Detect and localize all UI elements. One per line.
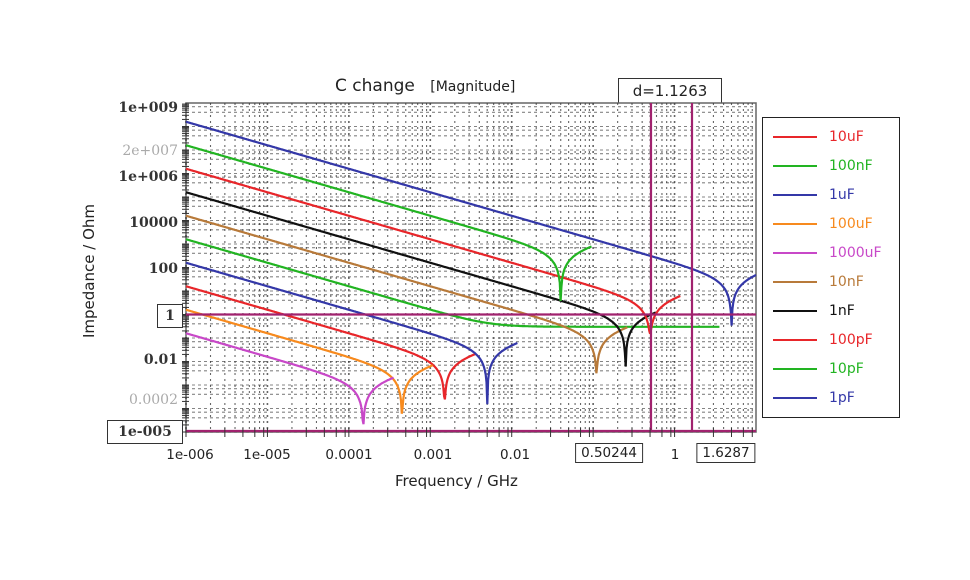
- y-cursor-readout: 1e-005: [107, 420, 183, 444]
- x-tick-label: 1e-006: [166, 447, 214, 463]
- series-line-1pF: [185, 120, 757, 326]
- legend-item[interactable]: 100uF: [773, 214, 873, 234]
- legend-swatch: [773, 338, 817, 342]
- legend-item[interactable]: 1nF: [773, 301, 855, 321]
- legend: 10uF 100nF 1uF 100uF 1000uF 10nF 1nF 100…: [762, 117, 900, 418]
- legend-label: 1pF: [829, 390, 855, 406]
- legend-swatch: [773, 280, 817, 284]
- legend-label: 100pF: [829, 332, 873, 348]
- series-line-10nF: [185, 214, 628, 374]
- legend-label: 10nF: [829, 274, 864, 290]
- y-tick-label: 0.0002: [129, 392, 178, 408]
- legend-swatch: [773, 367, 817, 371]
- y-tick-label: 100: [148, 261, 178, 277]
- y-cursor-readout: 1: [157, 304, 183, 328]
- x-tick-label: 1e-005: [243, 447, 291, 463]
- x-tick-label: 0.0001: [325, 447, 373, 463]
- series-line-1uF: [185, 261, 518, 405]
- x-tick-label: 0.01: [499, 447, 531, 463]
- y-tick-label: 10000: [129, 215, 178, 231]
- chart-subtitle: [Magnitude]: [430, 79, 516, 95]
- legend-item[interactable]: 1pF: [773, 388, 855, 408]
- legend-swatch: [773, 222, 817, 226]
- y-tick-label: 1e+006: [118, 169, 178, 185]
- legend-item[interactable]: 100nF: [773, 156, 873, 176]
- cursor-delta-readout: d=1.1263: [618, 78, 722, 104]
- legend-label: 1000uF: [829, 245, 882, 261]
- y-axis-label: Impedance / Ohm: [80, 204, 98, 338]
- legend-item[interactable]: 100pF: [773, 330, 873, 350]
- legend-swatch: [773, 309, 817, 313]
- legend-item[interactable]: 10nF: [773, 272, 864, 292]
- chart-title: C change [Magnitude]: [335, 76, 515, 96]
- legend-swatch: [773, 193, 817, 197]
- legend-label: 100uF: [829, 216, 873, 232]
- x-axis-label: Frequency / GHz: [395, 472, 518, 490]
- legend-label: 10pF: [829, 361, 864, 377]
- legend-label: 10uF: [829, 129, 864, 145]
- y-tick-label: 0.01: [143, 352, 178, 368]
- x-tick-label: 1: [670, 447, 680, 463]
- legend-swatch: [773, 164, 817, 168]
- y-tick-label: 2e+007: [122, 143, 178, 159]
- legend-item[interactable]: 10uF: [773, 127, 864, 147]
- x-tick-label: 0.001: [413, 447, 453, 463]
- series-line-100pF: [185, 167, 681, 335]
- x-cursor-readout: 0.50244: [575, 443, 643, 463]
- legend-item[interactable]: 10pF: [773, 359, 864, 379]
- series-line-1000uF: [185, 332, 395, 425]
- y-tick-label: 1e+009: [118, 100, 178, 116]
- x-cursor-readout: 1.6287: [696, 443, 756, 463]
- legend-label: 1uF: [829, 187, 855, 203]
- legend-swatch: [773, 396, 817, 400]
- legend-swatch: [773, 251, 817, 255]
- legend-item[interactable]: 1uF: [773, 185, 855, 205]
- chart-title-text: C change: [335, 76, 415, 96]
- legend-swatch: [773, 135, 817, 139]
- series-line-10pF: [185, 144, 592, 301]
- series-line-1nF: [185, 191, 657, 367]
- series-line-10uF: [185, 285, 476, 400]
- legend-label: 1nF: [829, 303, 855, 319]
- legend-item[interactable]: 1000uF: [773, 243, 882, 263]
- legend-label: 100nF: [829, 158, 873, 174]
